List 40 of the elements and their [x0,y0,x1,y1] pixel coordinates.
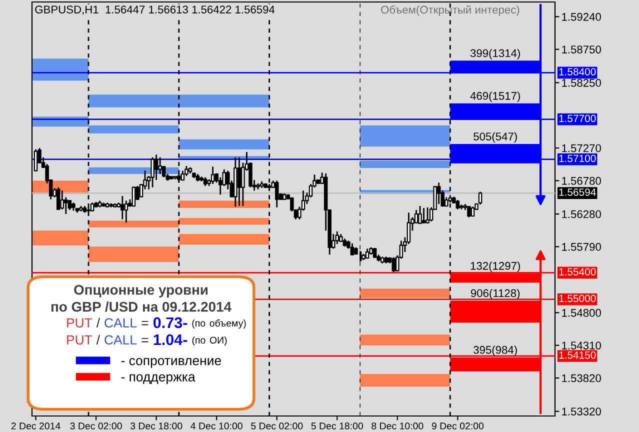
annotation: PUT / CALL = 1.04- (по ОИ) [67,334,227,346]
x-tick-label: 3 Dec 18:00 [130,422,182,430]
y-tick-label: 1.58250 [562,78,601,87]
annotation: 132(1297) [470,262,520,272]
chart-title: GBPUSD,H1 1.56447 1.56613 1.56422 1.56594 [35,6,275,15]
y-tick-label: 1.53820 [562,374,601,382]
annotation: 906(1128) [470,288,520,300]
y-tick-label: 1.56780 [562,176,601,185]
y-tick-label: 1.59240 [562,12,601,21]
ref-line-label: 1.57700 [559,114,596,122]
chart-subtitle: Объем(Открытый интерес) [381,5,520,16]
annotation: 399(1314) [470,48,520,60]
x-tick-label: 3 Dec 02:00 [70,422,122,430]
x-tick-label: 5 Dec 18:00 [311,422,363,430]
y-tick-label: 1.56280 [562,210,601,218]
annotation: 469(1517) [470,92,520,102]
y-tick-label: 1.54310 [562,342,601,350]
legend-label: - поддержка [121,374,196,384]
x-tick-label: 5 Dec 02:00 [251,422,303,430]
x-tick-label: 9 Dec 02:00 [432,422,484,430]
annotation: 505(547) [474,132,517,143]
annotation: по GBP /USD на 09.12.2014 [51,302,232,312]
x-tick-label: 4 Dec 10:00 [190,422,242,430]
y-tick-label: 1.58750 [562,46,601,54]
x-tick-label: 8 Dec 10:00 [372,422,424,430]
ref-line-label: 1.55000 [559,294,596,302]
ref-line-label: 1.55400 [559,268,596,276]
y-tick-label: 1.53320 [562,408,601,416]
ref-line-label: 1.58400 [559,68,596,76]
annotation: PUT / CALL = 0.73- (по объему) [67,317,246,329]
x-tick-label: 2 Dec 2014 [11,422,60,430]
y-tick-label: 1.57270 [562,144,601,152]
legend-label: - сопротивление [121,358,221,368]
annotation: 395(984) [474,346,517,356]
y-tick-label: 1.54800 [562,308,601,317]
ref-line-label: 1.57100 [559,154,596,162]
y-tick-label: 1.55790 [562,242,601,251]
ref-line-label: 1.56594 [559,188,596,196]
annotation: Опционные уровни [74,284,208,298]
ref-line-label: 1.54150 [559,351,596,359]
